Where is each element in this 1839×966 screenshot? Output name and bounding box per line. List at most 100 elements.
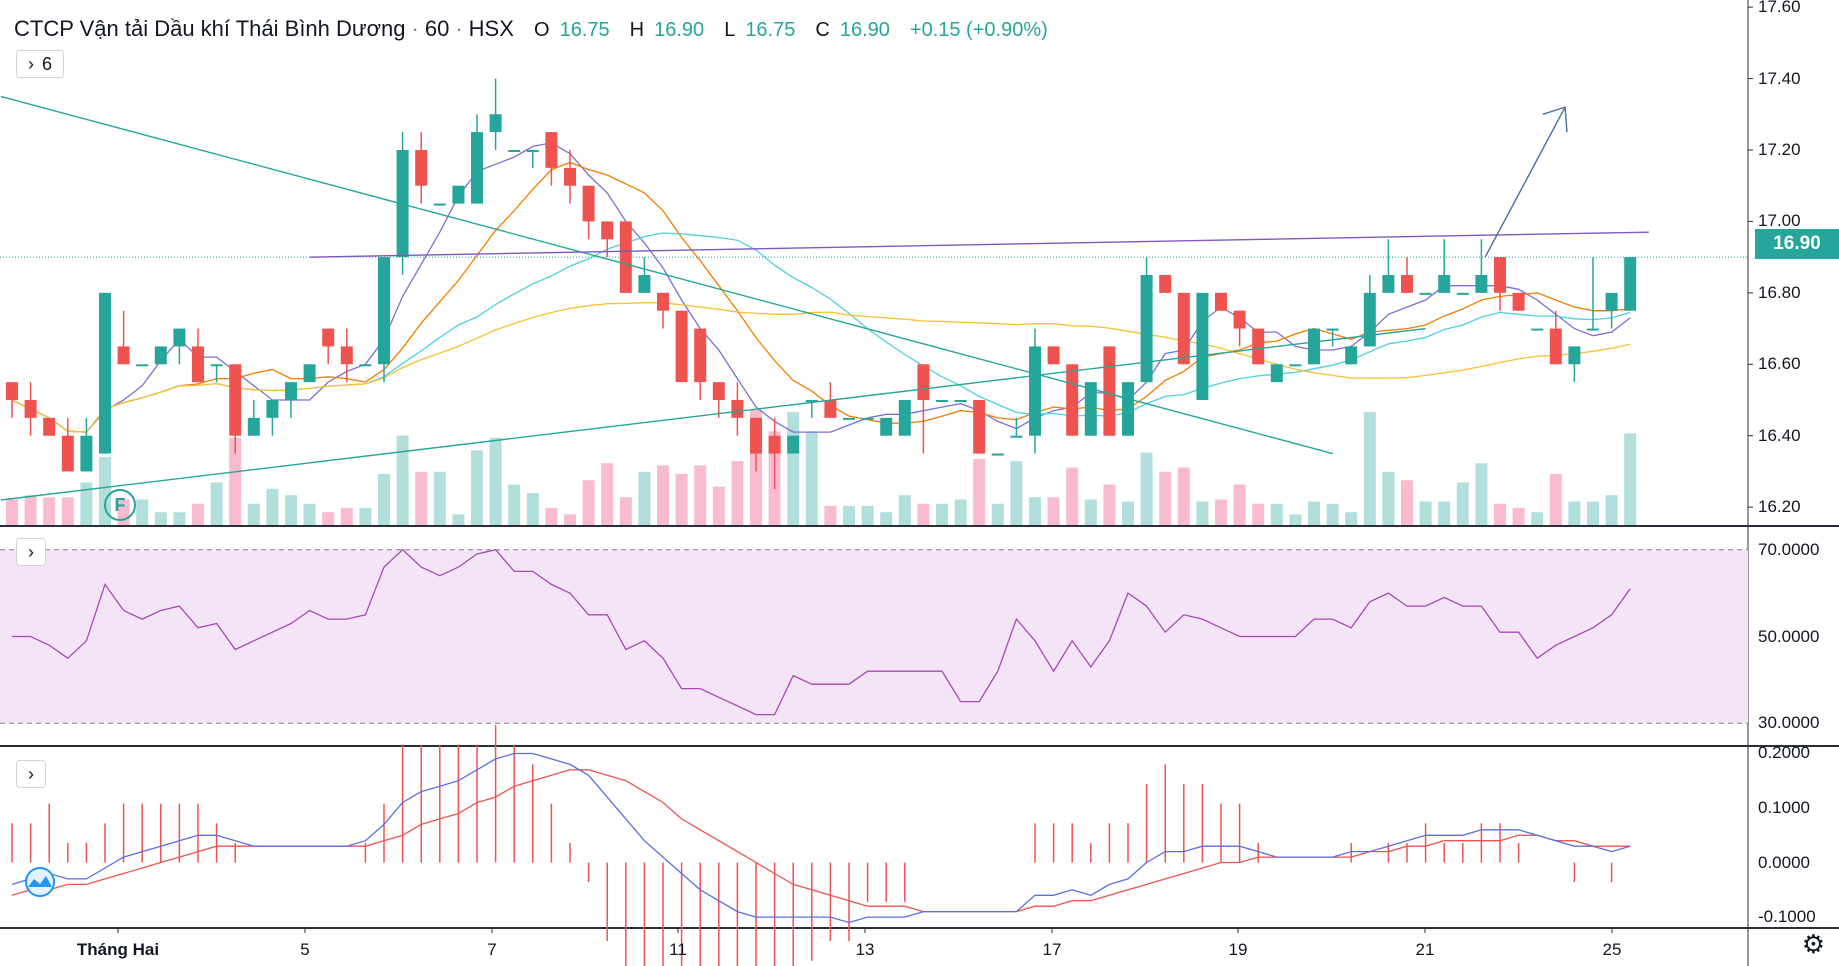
candle-body — [1289, 364, 1302, 367]
candle-body — [1363, 292, 1376, 347]
rsi-axis-label: 30.0000 — [1758, 713, 1820, 733]
candle-body — [508, 150, 521, 152]
macd-axis-label: -0.1000 — [1758, 907, 1816, 927]
volume-bar — [1568, 501, 1581, 525]
candle-body — [117, 346, 130, 365]
volume-bar — [1512, 507, 1525, 525]
candle-body — [564, 167, 576, 186]
volume-bar — [898, 495, 911, 525]
candle-body — [1531, 328, 1544, 331]
volume-bar — [712, 486, 725, 525]
time-axis-label: 7 — [487, 940, 497, 959]
candle-body — [378, 257, 390, 365]
chevron-right-icon: › — [28, 763, 34, 784]
candle-body — [1512, 292, 1525, 311]
candle-body — [136, 364, 149, 367]
candle-body — [1233, 310, 1246, 329]
volume-bar — [1308, 501, 1320, 525]
candle-body — [6, 382, 18, 400]
current-price-tag: 16.90 — [1755, 229, 1839, 259]
candle-body — [322, 328, 335, 347]
candle-body — [24, 400, 37, 418]
candle-body — [898, 400, 911, 436]
candle-body — [43, 417, 56, 436]
volume-bar — [359, 507, 372, 525]
resistance-line — [309, 231, 1649, 258]
ma-long-line — [11, 301, 1631, 433]
rsi-pane-toggle-button[interactable]: › — [16, 538, 46, 566]
volume-bar — [545, 507, 558, 525]
candle-body — [61, 435, 74, 472]
volume-bar — [601, 463, 614, 525]
volume-bar — [173, 512, 186, 525]
candle-body — [787, 435, 800, 454]
interval[interactable]: 60 — [424, 16, 450, 41]
candle-body — [1140, 275, 1153, 383]
dividend-marker[interactable]: F — [104, 489, 136, 521]
candle-body — [1270, 364, 1283, 383]
volume-bar — [675, 473, 688, 525]
volume-bar — [210, 482, 223, 525]
volume-bar — [973, 458, 986, 525]
macd-axis-label: 0.0000 — [1758, 852, 1810, 872]
volume-bar — [526, 493, 539, 525]
volume-bar — [80, 482, 93, 525]
volume-bar — [61, 497, 74, 525]
candle-body — [415, 150, 428, 186]
ohlc-values: O 16.75 H 16.90 L 16.75 C 16.90 +0.15 (+0.90%) — [534, 19, 1058, 41]
candle-body — [712, 382, 725, 400]
time-axis-label: 17 — [1042, 940, 1062, 959]
candle-body — [303, 364, 316, 383]
volume-bar — [452, 514, 465, 525]
candle-body — [824, 400, 837, 418]
volume-bar — [582, 480, 595, 525]
volume-bar — [229, 437, 242, 525]
candle-body — [1159, 275, 1172, 293]
rsi-line — [12, 548, 1631, 716]
volume-bar — [154, 512, 167, 525]
candle-body — [340, 346, 353, 365]
candle-body — [1326, 328, 1339, 331]
candle-body — [192, 346, 204, 383]
candle-body — [1345, 346, 1358, 365]
candle-body — [657, 292, 669, 311]
volume-bar — [954, 499, 967, 525]
volume-bar — [1289, 514, 1302, 525]
candle-body — [1084, 382, 1097, 436]
candle-body — [1401, 275, 1413, 293]
settings-gear-icon[interactable]: ⚙ — [1801, 929, 1825, 959]
volume-bar — [936, 503, 948, 525]
volume-bar — [1605, 495, 1618, 525]
trend-line-down — [0, 95, 1333, 455]
candle-body — [582, 185, 595, 222]
candle-body — [359, 364, 372, 367]
candle-body — [1066, 364, 1079, 436]
macd-signal-line — [11, 769, 1631, 913]
volume-bar — [805, 431, 818, 525]
candle-body — [880, 417, 893, 436]
candle-body — [1252, 328, 1265, 365]
time-axis-label: 21 — [1415, 940, 1435, 959]
time-axis-label: 5 — [300, 940, 310, 959]
candle-body — [1215, 292, 1227, 311]
price-axis-label: 16.60 — [1758, 354, 1801, 374]
volume-bar — [24, 495, 37, 525]
volume-bar — [1475, 463, 1488, 525]
trend-line-up — [0, 327, 1426, 501]
candle-body — [675, 310, 688, 383]
time-axis-label: 13 — [855, 940, 875, 959]
symbol-name[interactable]: CTCP Vận tải Dầu khí Thái Bình Dương — [14, 16, 406, 41]
macd-pane-toggle-button[interactable]: › — [16, 760, 46, 788]
volume-bar — [1252, 503, 1265, 525]
header-separator: · — [411, 16, 419, 41]
candle-body — [973, 400, 986, 454]
tradingview-logo-icon[interactable] — [20, 867, 60, 897]
volume-bar — [136, 499, 149, 525]
price-axis-label: 17.40 — [1758, 68, 1801, 88]
volume-bar — [1159, 471, 1172, 525]
candle-body — [1494, 257, 1506, 293]
volume-bar — [508, 484, 521, 525]
indicators-toggle-button[interactable]: › 6 — [16, 50, 64, 78]
volume-bar — [303, 503, 316, 525]
